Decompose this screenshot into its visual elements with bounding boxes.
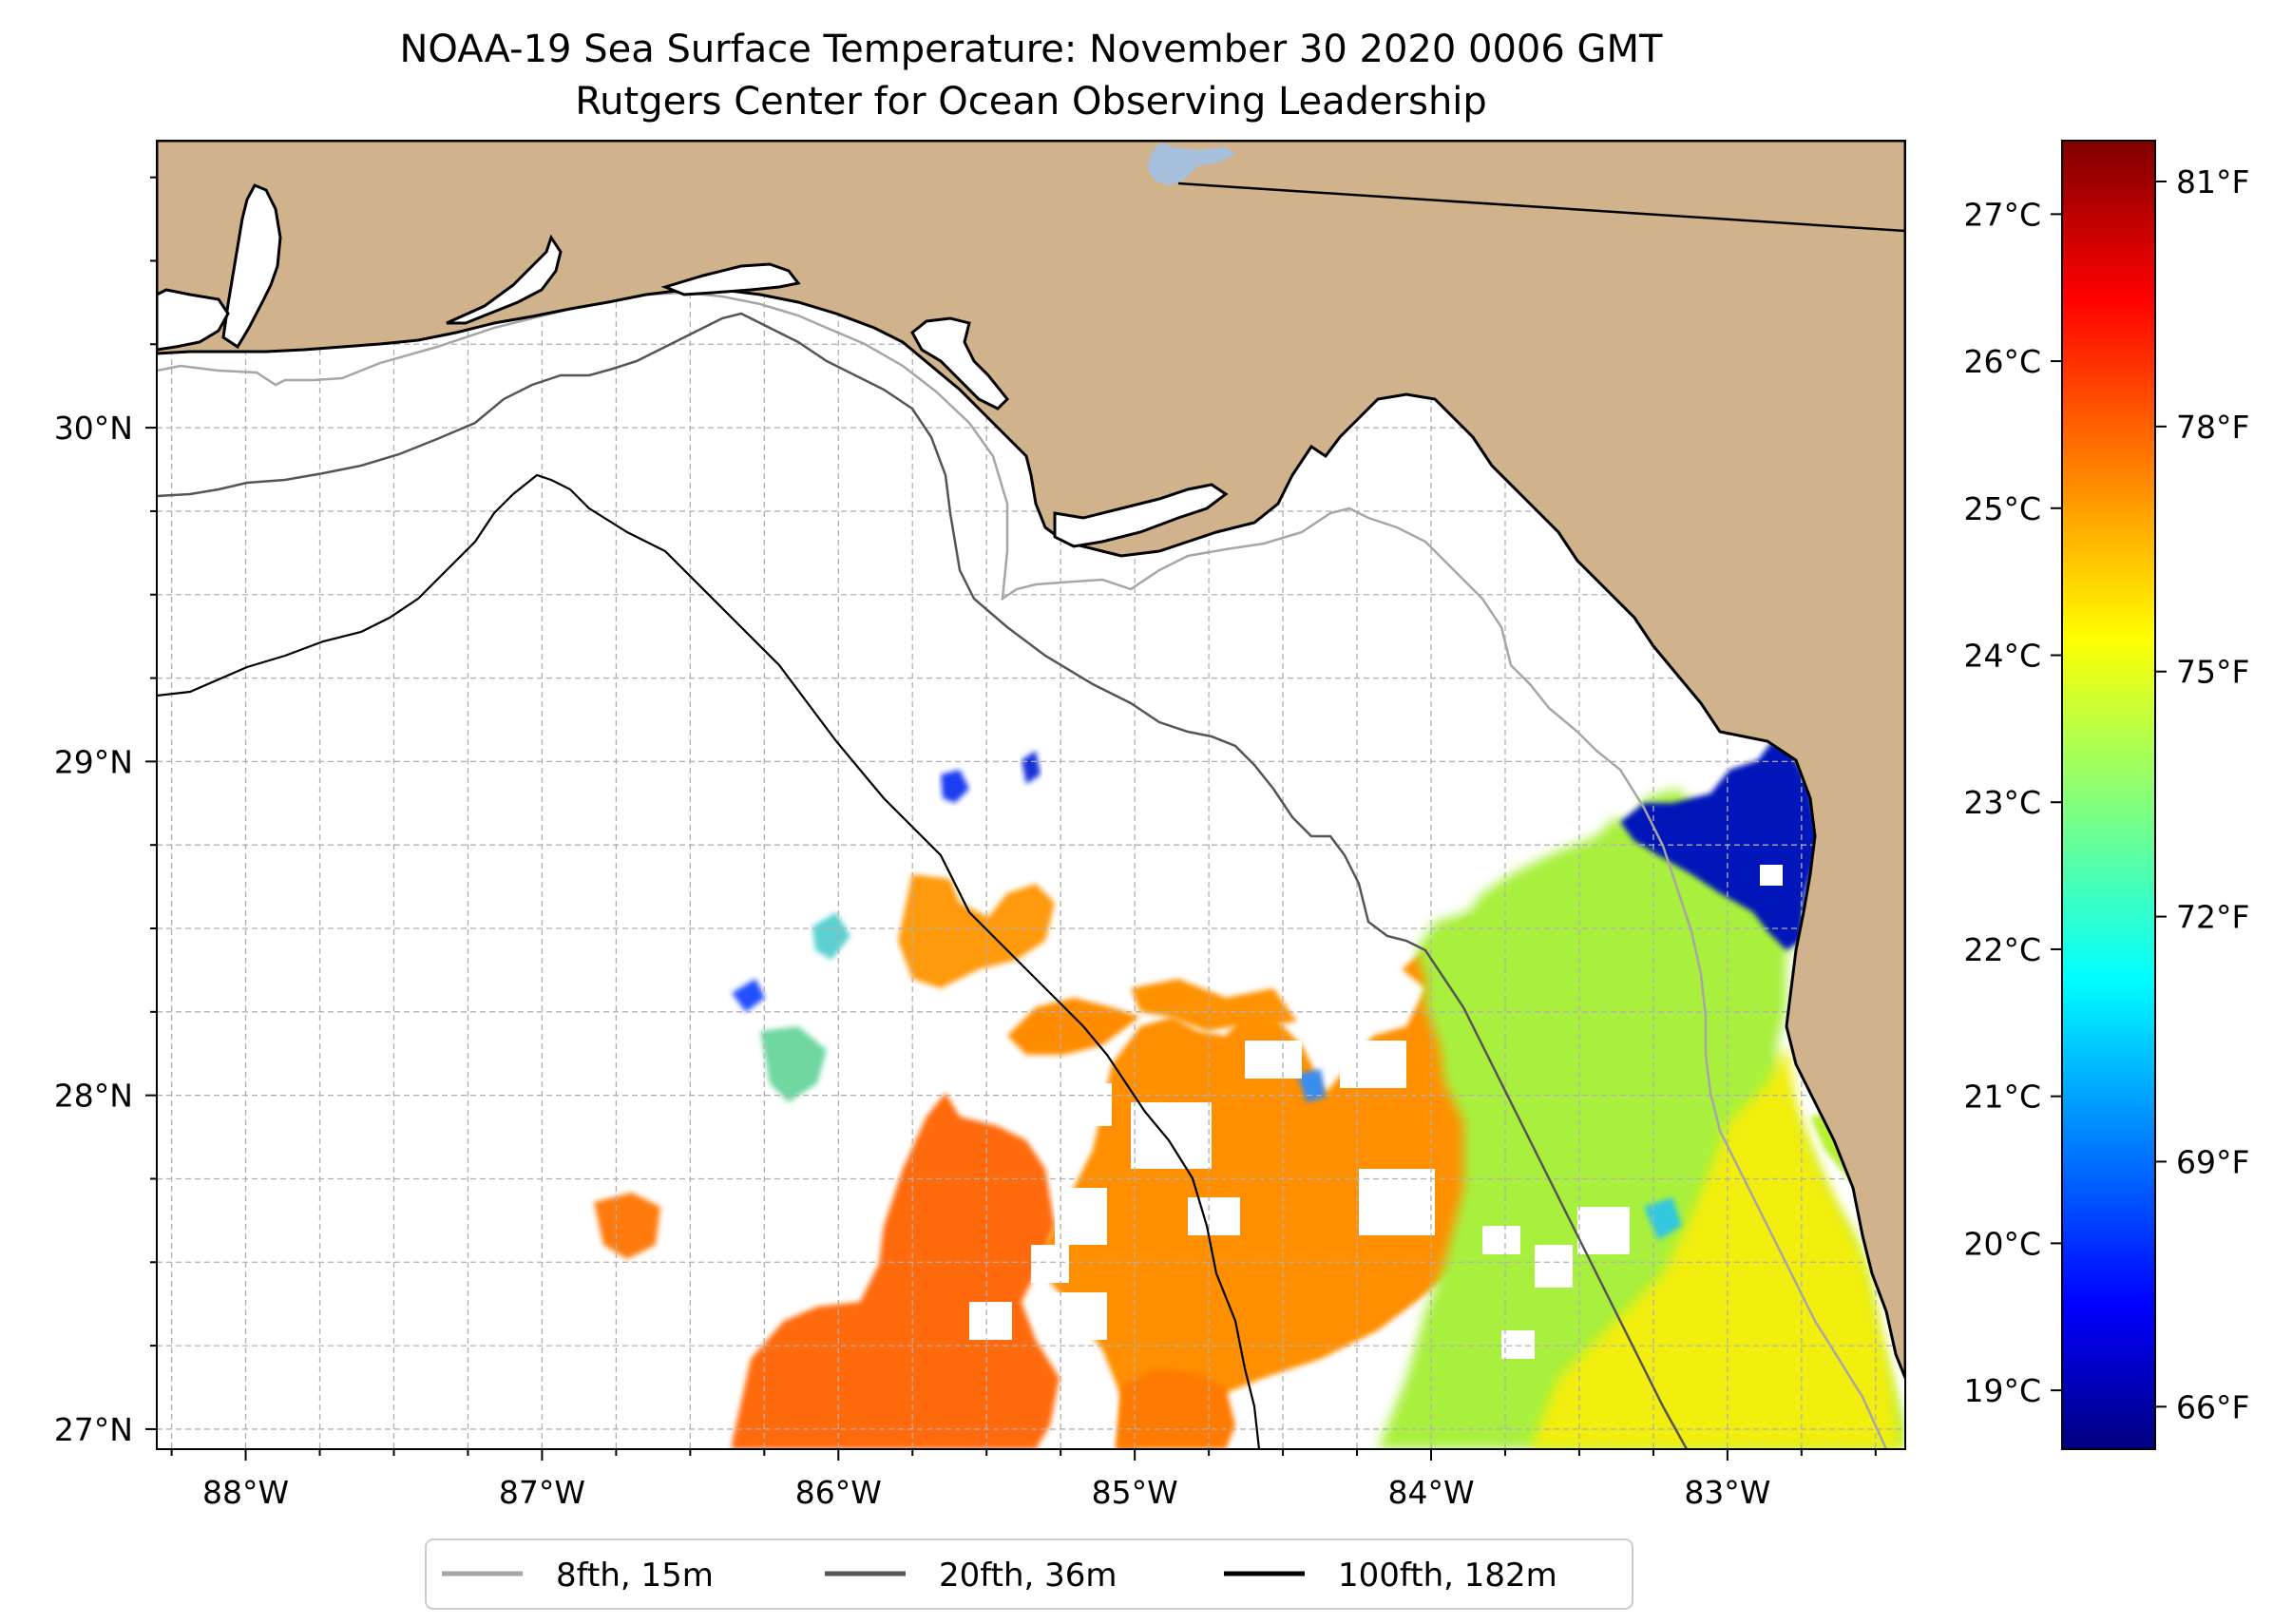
legend-label-36m: 20fth, 36m xyxy=(939,1557,1117,1595)
land xyxy=(157,141,1905,1379)
longitude-axis: 88°W 87°W 86°W 85°W 84°W 83°W xyxy=(170,1449,1877,1511)
fahrenheit-scale: 66°F 69°F 72°F 75°F 78°F 81°F xyxy=(2155,163,2249,1425)
celsius-tick-label: 21°C xyxy=(1963,1079,2041,1116)
lon-tick-label: 84°W xyxy=(1387,1474,1474,1511)
lon-tick-label: 88°W xyxy=(202,1474,289,1511)
fahrenheit-tick-label: 66°F xyxy=(2176,1388,2249,1425)
st-andrews-bay xyxy=(910,316,1010,411)
lake xyxy=(1148,143,1235,185)
sst-cold-patch-1 xyxy=(941,770,969,803)
sst-mixed-patch-2 xyxy=(812,912,850,960)
isobath-36m xyxy=(157,312,1689,1449)
sst-cold-patch-3 xyxy=(732,979,765,1012)
celsius-tick-label: 24°C xyxy=(1963,638,2041,675)
sst-cold-pool xyxy=(1620,741,1820,950)
sst-warm-west xyxy=(732,1093,1060,1449)
choctawhatchee-bay xyxy=(660,262,801,296)
lon-tick-label: 86°W xyxy=(795,1474,882,1511)
celsius-tick-label: 27°C xyxy=(1963,196,2041,233)
white-land-patch xyxy=(157,288,230,352)
sst-mixed-patch-1 xyxy=(760,1026,827,1102)
lon-tick-label: 83°W xyxy=(1684,1474,1770,1511)
fahrenheit-tick-label: 78°F xyxy=(2176,409,2249,446)
isobath-182m xyxy=(157,473,1261,1449)
no-data-gaps xyxy=(912,865,1783,1359)
lat-tick-label: 30°N xyxy=(54,410,133,447)
lat-tick-label: 29°N xyxy=(54,743,133,780)
title-line-1: NOAA-19 Sea Surface Temperature: Novembe… xyxy=(400,28,1664,71)
apalachicola-bay xyxy=(1053,483,1229,548)
celsius-tick-label: 25°C xyxy=(1963,490,2041,527)
fahrenheit-tick-label: 69°F xyxy=(2176,1143,2249,1180)
celsius-scale: 19°C 20°C 21°C 22°C 23°C 24°C 25°C 26°C 27°C xyxy=(1963,196,2062,1409)
legend-label-182m: 100fth, 182m xyxy=(1338,1557,1557,1595)
map-frame xyxy=(156,140,1906,1450)
celsius-tick-label: 19°C xyxy=(1963,1372,2041,1409)
colorbar-frame xyxy=(2061,140,2156,1450)
sst-cold-patch-2 xyxy=(1022,751,1041,784)
sst-mixed-patch-3 xyxy=(1297,1069,1326,1102)
legend-label-15m: 8fth, 15m xyxy=(556,1557,714,1595)
celsius-tick-label: 22°C xyxy=(1963,931,2041,968)
celsius-tick-label: 26°C xyxy=(1963,343,2041,380)
sst-coastal-yellow xyxy=(1530,1045,1900,1449)
latitude-axis: 27°N 28°N 29°N 30°N xyxy=(54,176,157,1448)
lon-tick-label: 85°W xyxy=(1092,1474,1178,1511)
celsius-tick-label: 20°C xyxy=(1963,1225,2041,1262)
fahrenheit-tick-label: 75°F xyxy=(2176,654,2249,691)
fahrenheit-tick-label: 72°F xyxy=(2176,899,2249,936)
legend-box xyxy=(425,1538,1633,1610)
mobile-bay xyxy=(221,183,282,350)
title-line-2: Rutgers Center for Ocean Observing Leade… xyxy=(575,80,1487,124)
celsius-tick-label: 23°C xyxy=(1963,784,2041,821)
pensacola-bay xyxy=(446,234,563,325)
isobath-legend: 8fth, 15m 20fth, 36m 100fth, 182m xyxy=(425,1538,1633,1610)
fahrenheit-tick-label: 81°F xyxy=(2176,163,2249,201)
map-area xyxy=(156,140,1906,1450)
colorbar: 19°C 20°C 21°C 22°C 23°C 24°C 25°C 26°C 27°C 66°… xyxy=(1963,140,2249,1450)
lon-tick-label: 87°W xyxy=(499,1474,585,1511)
colorbar-gradient xyxy=(2062,141,2155,1449)
sst-warm-patch-small xyxy=(594,1193,660,1259)
sst-warm-middle-band xyxy=(1131,979,1297,1031)
lat-tick-label: 27°N xyxy=(54,1411,133,1448)
state-boundary xyxy=(1177,182,1905,233)
lat-tick-label: 28°N xyxy=(54,1078,133,1115)
